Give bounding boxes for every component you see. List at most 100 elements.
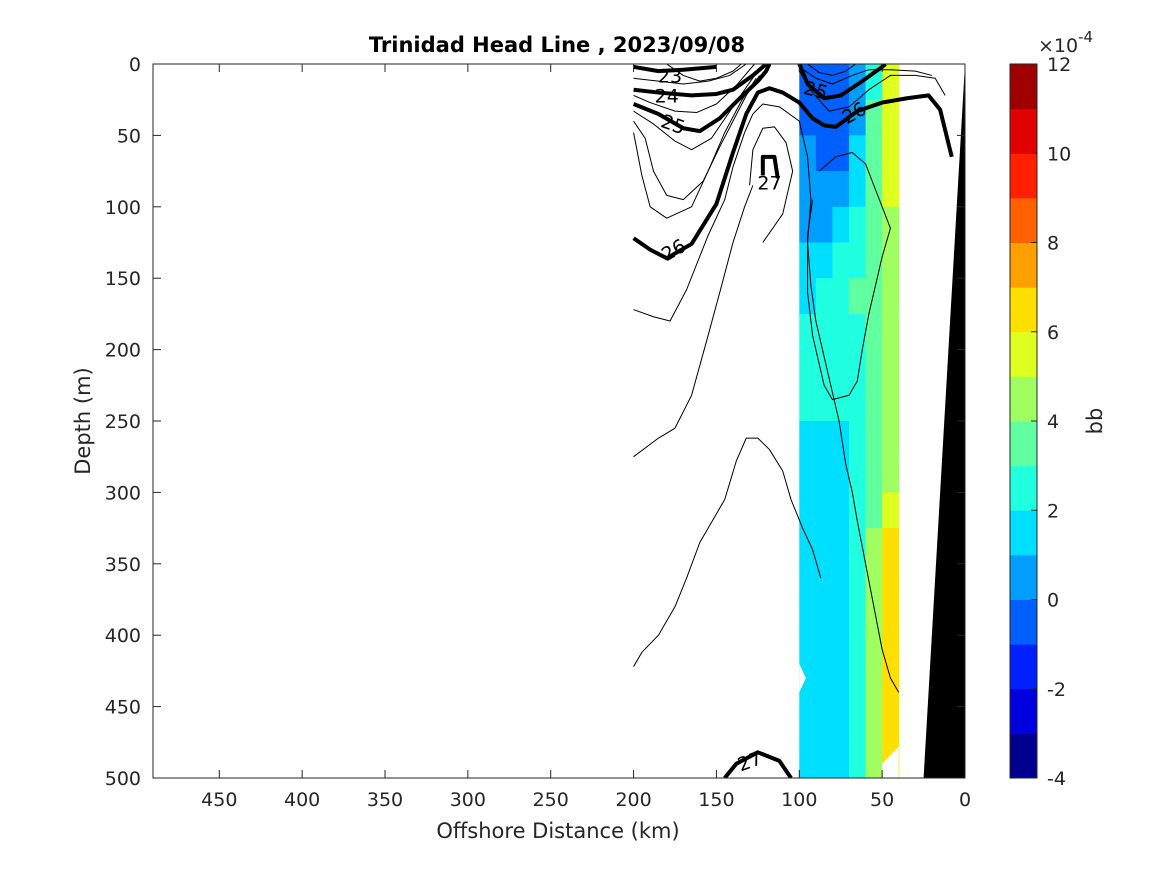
bb-cell [882,171,900,208]
bb-cell [849,599,867,636]
bb-cell [832,528,850,565]
bb-cell [832,492,850,529]
bb-cell [865,670,883,708]
bb-cell [799,135,817,172]
bb-cell [865,742,883,778]
y-tick-label: 250 [105,411,141,433]
bb-cell [882,528,900,565]
bb-cell [882,492,900,529]
x-axis-ticks: 450 400 350 300 250 200 150 100 50 0 [201,64,971,811]
colorbar-block [1010,64,1037,110]
colorbar-tick-label: -4 [1047,768,1066,790]
bb-cell [815,171,834,208]
bb-cell [832,635,850,672]
colorbar-tick-label: 0 [1047,590,1059,612]
colorbar-tick-label: 12 [1047,54,1071,76]
bb-cell [832,135,850,172]
bb-cell [832,706,850,743]
y-tick-label: 150 [105,268,141,290]
bb-cell [882,456,900,493]
bb-cell [865,635,883,672]
x-tick-label: 250 [533,789,569,811]
x-tick-label: 350 [367,789,403,811]
colorbar-exponent-base: ×10 [1038,35,1078,57]
colorbar-block [1010,108,1037,154]
density-contours [632,64,954,778]
y-tick-label: 200 [105,340,141,362]
bb-cell [849,349,867,386]
bb-cell [882,135,900,172]
colorbar-block [1010,554,1037,600]
x-tick-label: 100 [781,789,817,811]
bb-cell [849,135,867,172]
bb-cell [799,599,817,636]
bb-cell [832,742,850,778]
bb-cell [799,635,817,672]
colorbar-tick-label: 2 [1047,500,1059,522]
colorbar-block [1010,331,1037,377]
bb-cell [849,313,867,351]
bb-cell [865,349,883,386]
y-tick-label: 500 [105,768,141,790]
bb-cell [865,456,883,493]
bb-cell [849,635,867,672]
colorbar-block [1010,421,1037,467]
isopycnal [807,64,856,76]
colorbar-tick-label: -2 [1047,679,1066,701]
y-axis-ticks: 0 50 100 150 200 250 300 350 400 450 500 [105,54,965,790]
x-tick-label: 400 [284,789,320,811]
isopycnal-labeled [632,64,772,134]
isopycnal [633,64,747,85]
bb-cell [799,492,817,529]
bb-cell [849,206,867,244]
contour-label: 27 [757,173,781,195]
bb-cell [865,385,883,422]
colorbar-block [1010,644,1037,690]
bb-cell [799,385,817,422]
isopycnal-labeled [633,64,717,74]
bb-cell [849,278,867,315]
bb-cell [865,135,883,172]
bb-cell [799,528,817,565]
y-tick-label: 50 [117,125,141,147]
bb-cell [865,64,883,101]
bb-cell [799,421,817,458]
bb-cell [815,670,834,708]
bb-cell [882,99,900,136]
bb-cell [815,706,834,743]
y-tick-label: 300 [105,482,141,504]
y-tick-label: 350 [105,554,141,576]
isopycnal [798,70,946,112]
isopycnal [633,64,755,114]
y-axis-label: Depth (m) [71,367,95,474]
x-axis-label: Offshore Distance (km) [436,819,679,843]
isopycnal [749,126,794,243]
bb-cell [882,64,900,101]
bb-cell [799,742,817,778]
isopycnal [633,78,757,219]
bb-cell [849,742,867,778]
bb-cell [849,385,867,422]
colorbar-block [1010,733,1037,779]
bb-cell [865,421,883,458]
colorbar-block [1010,688,1037,734]
colorbar-block [1010,376,1037,422]
bb-cell [815,349,834,386]
bb-cell [849,670,867,708]
bb-cell [882,670,900,708]
bb-cell [865,563,883,601]
isopycnal [633,185,754,458]
isopycnal-labeled [633,64,768,98]
colorbar-tick-label: 6 [1047,322,1059,344]
bb-cell [865,528,883,565]
isopycnal-labeled [632,86,954,261]
x-tick-label: 0 [959,789,971,811]
bb-cell [865,706,883,743]
bb-cell [832,278,850,315]
bb-cell [865,206,883,244]
bb-cell [882,421,900,458]
bb-cell [799,706,817,743]
